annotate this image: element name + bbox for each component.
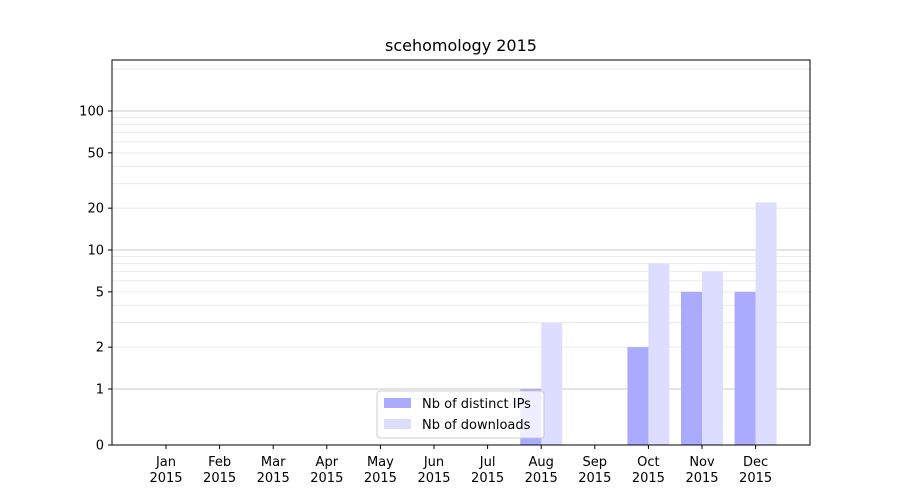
y-tick-label: 50: [87, 146, 104, 161]
y-tick-label: 100: [79, 105, 104, 120]
bar-distinct-ips: [627, 347, 649, 445]
x-tick-label: Aug 2015: [525, 455, 558, 486]
legend-label: Nb of distinct IPs: [422, 397, 531, 412]
legend-box: [376, 390, 545, 439]
y-tick-label: 1: [96, 383, 104, 398]
x-tick-label: Dec 2015: [739, 455, 772, 486]
x-tick-label: Jul 2015: [471, 455, 504, 486]
bar-downloads: [702, 271, 723, 445]
x-tick-label: Nov 2015: [685, 455, 718, 486]
y-tick-label: 5: [96, 285, 104, 300]
x-tick-label: Jun 2015: [417, 455, 450, 486]
x-tick-label: Sep 2015: [578, 455, 611, 486]
bar-distinct-ips: [681, 291, 702, 445]
x-tick-label: May 2015: [364, 455, 397, 486]
y-tick-label: 0: [96, 439, 104, 454]
y-tick-label: 10: [87, 244, 104, 259]
plot-area: [111, 59, 811, 446]
x-tick-label: Apr 2015: [310, 455, 343, 486]
legend-swatch: [384, 419, 411, 429]
x-tick-label: Jan 2015: [149, 455, 182, 486]
legend-label: Nb of downloads: [422, 418, 531, 433]
y-tick-label: 20: [87, 202, 104, 217]
y-tick-label: 2: [96, 341, 104, 356]
x-tick-label: Feb 2015: [203, 455, 236, 486]
x-tick-label: Oct 2015: [632, 455, 665, 486]
bar-distinct-ips: [734, 291, 756, 445]
bar-downloads: [541, 322, 563, 445]
chart-title: scehomology 2015: [385, 36, 537, 55]
bar-downloads: [755, 202, 777, 445]
x-tick-label: Mar 2015: [257, 455, 290, 486]
bar-downloads: [648, 263, 670, 445]
legend-swatch: [384, 398, 411, 408]
